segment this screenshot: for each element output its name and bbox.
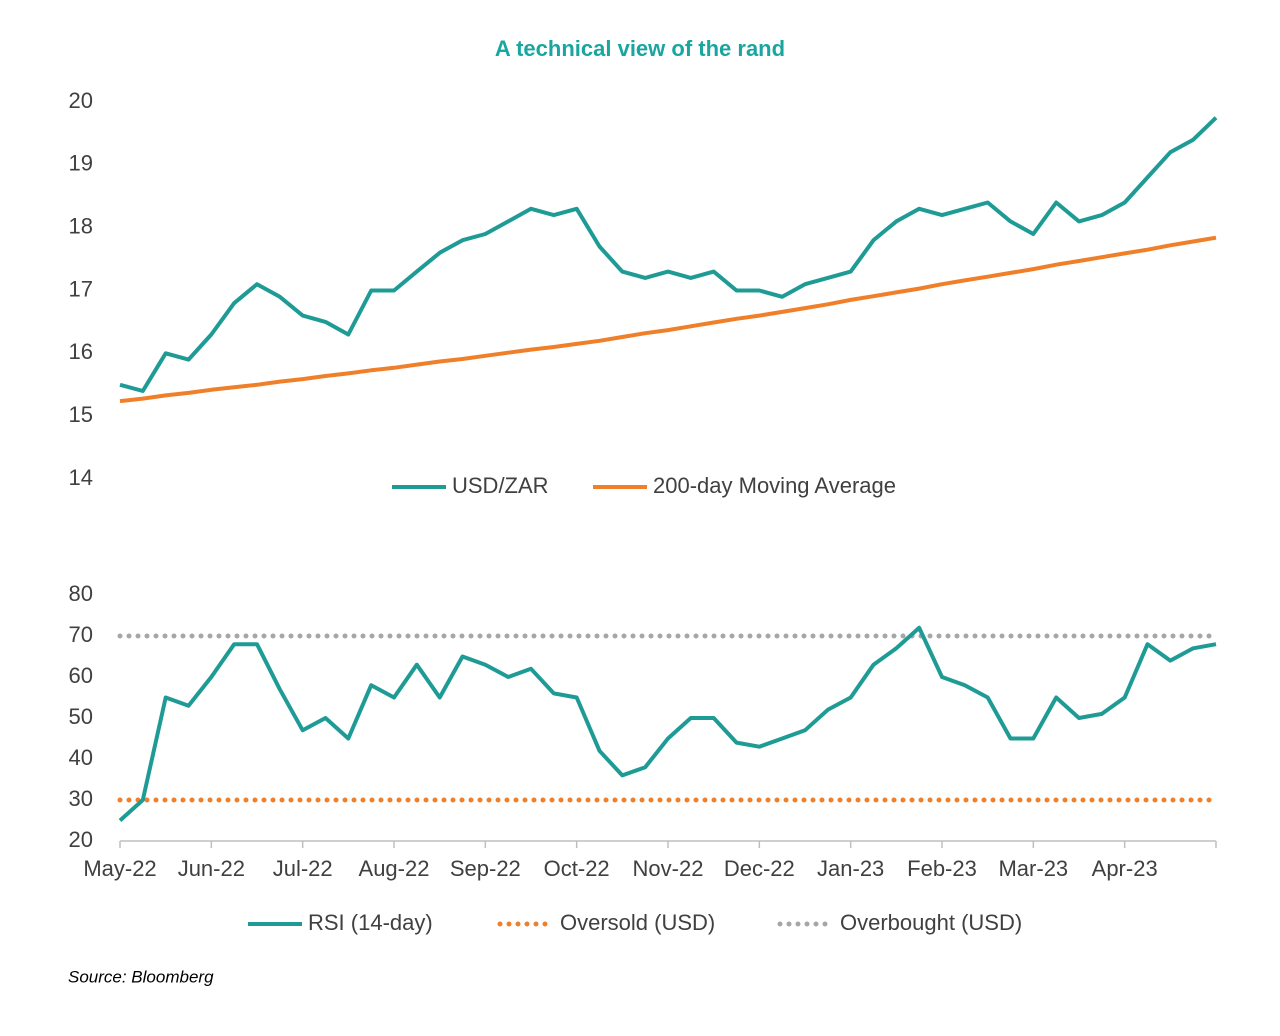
legend-label: RSI (14-day) xyxy=(308,910,433,935)
y-tick-label: 18 xyxy=(69,213,93,238)
y-tick-label: 50 xyxy=(69,704,93,729)
series-line xyxy=(119,235,1217,404)
y-tick-label: 19 xyxy=(69,151,93,176)
chart-title: A technical view of the rand xyxy=(495,36,785,61)
y-tick-label: 20 xyxy=(69,827,93,852)
x-tick-label: Jul-22 xyxy=(273,856,333,881)
y-tick-label: 15 xyxy=(69,402,93,427)
series-line xyxy=(118,625,1217,822)
y-tick-label: 60 xyxy=(69,663,93,688)
legend-label: Overbought (USD) xyxy=(840,910,1022,935)
x-tick-label: Feb-23 xyxy=(907,856,977,881)
y-tick-label: 40 xyxy=(69,745,93,770)
legend-label: Oversold (USD) xyxy=(560,910,715,935)
y-tick-label: 14 xyxy=(69,465,93,490)
y-tick-label: 30 xyxy=(69,786,93,811)
x-tick-label: Jan-23 xyxy=(817,856,884,881)
x-tick-label: Jun-22 xyxy=(178,856,245,881)
x-tick-label: Mar-23 xyxy=(998,856,1068,881)
y-tick-label: 20 xyxy=(69,88,93,113)
series-line xyxy=(119,116,1218,393)
x-tick-label: Aug-22 xyxy=(359,856,430,881)
source: Source: Bloomberg xyxy=(68,967,214,986)
x-tick-label: Dec-22 xyxy=(724,856,795,881)
x-tick-label: May-22 xyxy=(83,856,156,881)
y-tick-label: 80 xyxy=(69,581,93,606)
y-tick-label: 70 xyxy=(69,622,93,647)
legend-label: 200-day Moving Average xyxy=(653,473,896,498)
x-tick-label: Sep-22 xyxy=(450,856,521,881)
y-tick-label: 16 xyxy=(69,339,93,364)
x-tick-label: Apr-23 xyxy=(1092,856,1158,881)
x-tick-label: Nov-22 xyxy=(633,856,704,881)
y-tick-label: 17 xyxy=(69,276,93,301)
x-tick-label: Oct-22 xyxy=(544,856,610,881)
legend-label: USD/ZAR xyxy=(452,473,549,498)
